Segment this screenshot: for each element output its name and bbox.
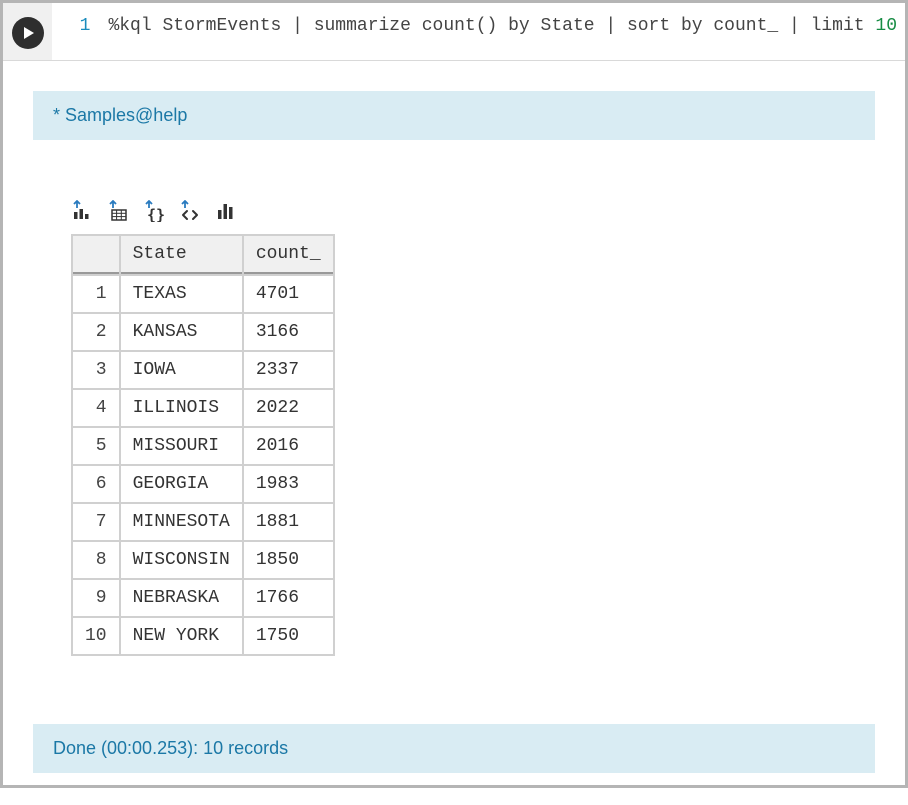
table-row[interactable]: 9NEBRASKA1766 (73, 580, 333, 616)
export-json-icon[interactable]: {} (143, 200, 165, 222)
cell-count: 1983 (244, 466, 333, 502)
svg-text:{}: {} (147, 206, 165, 222)
table-row[interactable]: 8WISCONSIN1850 (73, 542, 333, 578)
gutter (3, 3, 52, 60)
code-editor[interactable]: 1 %kql StormEvents | summarize count() b… (52, 3, 905, 60)
code-cell: 1 %kql StormEvents | summarize count() b… (3, 3, 905, 61)
chart-icon[interactable] (215, 200, 237, 222)
status-banner: Done (00:00.253): 10 records (33, 724, 875, 773)
cell-count: 1750 (244, 618, 333, 654)
run-button[interactable] (12, 17, 44, 49)
row-number: 1 (73, 276, 119, 312)
export-code-icon[interactable] (179, 200, 201, 222)
magic-token: %kql (108, 16, 151, 36)
col-header-state[interactable]: State (121, 236, 242, 274)
row-number: 6 (73, 466, 119, 502)
limit-number: 10 (875, 16, 897, 36)
line-number: 1 (60, 13, 108, 40)
table-row[interactable]: 2KANSAS3166 (73, 314, 333, 350)
row-number: 5 (73, 428, 119, 464)
cell-count: 1850 (244, 542, 333, 578)
row-number: 10 (73, 618, 119, 654)
corner-cell (73, 236, 119, 274)
output-area: * Samples@help {} (3, 61, 905, 785)
cell-count: 3166 (244, 314, 333, 350)
table-header-row: State count_ (73, 236, 333, 274)
cell-state: ILLINOIS (121, 390, 242, 426)
table-row[interactable]: 6GEORGIA1983 (73, 466, 333, 502)
results-table: State count_ 1TEXAS47012KANSAS31663IOWA2… (71, 234, 335, 656)
code-line: %kql StormEvents | summarize count() by … (108, 13, 897, 40)
cell-count: 2016 (244, 428, 333, 464)
cell-state: NEBRASKA (121, 580, 242, 616)
export-chart-icon[interactable] (71, 200, 93, 222)
row-number: 4 (73, 390, 119, 426)
row-number: 9 (73, 580, 119, 616)
cell-count: 1766 (244, 580, 333, 616)
row-number: 3 (73, 352, 119, 388)
table-row[interactable]: 3IOWA2337 (73, 352, 333, 388)
cell-state: MINNESOTA (121, 504, 242, 540)
cell-state: KANSAS (121, 314, 242, 350)
query-body: StormEvents | summarize count() by State… (152, 16, 876, 36)
cell-state: TEXAS (121, 276, 242, 312)
cell-state: GEORGIA (121, 466, 242, 502)
cell-count: 1881 (244, 504, 333, 540)
row-number: 7 (73, 504, 119, 540)
cell-count: 2337 (244, 352, 333, 388)
context-banner: * Samples@help (33, 91, 875, 140)
cell-state: IOWA (121, 352, 242, 388)
export-grid-icon[interactable] (107, 200, 129, 222)
cell-state: NEW YORK (121, 618, 242, 654)
cell-count: 4701 (244, 276, 333, 312)
table-row[interactable]: 5MISSOURI2016 (73, 428, 333, 464)
play-icon (24, 27, 34, 39)
cell-count: 2022 (244, 390, 333, 426)
cell-state: MISSOURI (121, 428, 242, 464)
table-row[interactable]: 10NEW YORK1750 (73, 618, 333, 654)
table-row[interactable]: 7MINNESOTA1881 (73, 504, 333, 540)
table-row[interactable]: 1TEXAS4701 (73, 276, 333, 312)
row-number: 8 (73, 542, 119, 578)
cell-state: WISCONSIN (121, 542, 242, 578)
result-toolbar: {} (71, 200, 875, 222)
results-table-wrap: State count_ 1TEXAS47012KANSAS31663IOWA2… (71, 234, 875, 656)
col-header-count[interactable]: count_ (244, 236, 333, 274)
row-number: 2 (73, 314, 119, 350)
table-row[interactable]: 4ILLINOIS2022 (73, 390, 333, 426)
